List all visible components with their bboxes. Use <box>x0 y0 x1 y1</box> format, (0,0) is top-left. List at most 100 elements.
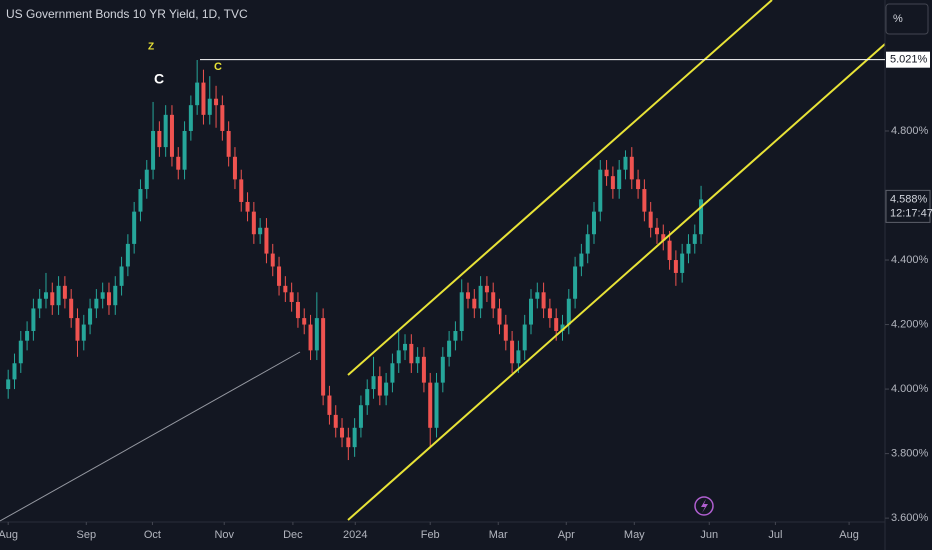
candle-body <box>6 379 11 390</box>
candle-body <box>176 156 181 170</box>
candle-body <box>94 298 99 309</box>
trend-line <box>0 351 301 522</box>
candle-body <box>220 105 225 131</box>
alert-icon-bolt[interactable] <box>701 499 708 513</box>
candle-body <box>31 308 36 332</box>
candle-body <box>396 350 401 364</box>
candle-body <box>182 130 187 170</box>
candle-body <box>56 285 61 306</box>
y-tick-label: 3.800% <box>891 448 929 460</box>
candle-body <box>239 179 244 202</box>
candle-body <box>453 331 458 341</box>
candle-body <box>585 234 590 254</box>
candle-body <box>516 350 521 364</box>
y-tick-label: 4.200% <box>891 318 929 330</box>
candle-body <box>264 227 269 254</box>
candle-body <box>566 298 571 325</box>
alert-icon-ring[interactable] <box>694 496 714 516</box>
candle-body <box>283 285 288 293</box>
candle-body <box>478 285 483 309</box>
x-tick-label: Sep <box>77 529 97 541</box>
x-tick-label: Apr <box>558 529 575 541</box>
candle-body <box>18 340 23 364</box>
countdown-label: 12:17:47 <box>890 207 932 219</box>
candle-body <box>629 156 634 180</box>
candle-body <box>636 179 641 190</box>
candle-body <box>106 292 111 306</box>
candle-body <box>195 82 200 106</box>
candle-body <box>610 176 615 190</box>
candle-body <box>226 130 231 157</box>
candle-body <box>258 227 263 235</box>
y-tick-label: 4.400% <box>891 254 929 266</box>
candle-body <box>302 318 307 325</box>
candle-body <box>692 234 697 244</box>
candle-body <box>270 253 275 267</box>
candle-body <box>365 389 370 406</box>
candle-body <box>321 318 326 396</box>
y-tick-label: 4.800% <box>891 125 929 137</box>
candle-body <box>459 292 464 332</box>
last-price-label: 4.588% <box>890 193 928 205</box>
candle-body <box>491 292 496 309</box>
candle-body <box>151 130 156 170</box>
alert-icon[interactable] <box>694 496 714 516</box>
candle-body <box>661 234 666 241</box>
candle-body <box>251 211 256 235</box>
candle-body <box>560 324 565 332</box>
x-tick-label: Nov <box>214 529 234 541</box>
candle-body <box>207 98 212 115</box>
candle-body <box>403 343 408 351</box>
chart-title: US Government Bonds 10 YR Yield, 1D, TVC <box>6 7 248 21</box>
candle-body <box>12 363 17 380</box>
candle-body <box>163 114 168 148</box>
candle-body <box>371 376 376 390</box>
x-tick-label: 2024 <box>343 529 367 541</box>
candle-body <box>62 285 67 299</box>
candle-body <box>169 114 174 157</box>
candle-body <box>384 382 389 396</box>
candle-body <box>547 308 552 319</box>
candle-body <box>642 189 647 212</box>
candle-body <box>125 243 130 267</box>
y-tick-label: 4.000% <box>891 383 929 395</box>
candle-body <box>434 382 439 428</box>
x-tick-label: Mar <box>489 529 508 541</box>
candle-body <box>277 266 282 286</box>
unit-button[interactable] <box>885 3 929 35</box>
x-tick-label: Oct <box>144 529 161 541</box>
candle-body <box>686 243 691 254</box>
candle-body <box>132 211 137 244</box>
wave-label: C <box>154 71 164 87</box>
candle-body <box>88 308 93 325</box>
candle-body <box>522 324 527 351</box>
candle-body <box>25 331 30 341</box>
candle-body <box>352 427 357 448</box>
channel-lower <box>347 43 886 521</box>
candle-body <box>340 427 345 438</box>
candle-body <box>428 382 433 428</box>
candle-body <box>390 363 395 383</box>
candle-body <box>598 169 603 212</box>
candle-body <box>484 285 489 293</box>
candle-body <box>472 298 477 309</box>
x-tick-label: Aug <box>0 529 18 541</box>
candle-body <box>358 405 363 428</box>
candle-body <box>214 98 219 106</box>
price-tag <box>886 51 930 68</box>
unit-button-label[interactable]: % <box>893 13 903 25</box>
candle-body <box>201 82 206 115</box>
candle-body <box>50 292 55 306</box>
channel-upper <box>347 0 773 376</box>
candle-body <box>497 308 502 325</box>
candle-body <box>529 298 533 325</box>
candle-body <box>232 156 237 180</box>
x-tick-label: Feb <box>421 529 440 541</box>
candle-body <box>579 253 584 267</box>
last-price-tag <box>885 189 931 223</box>
candle-body <box>421 356 426 383</box>
candle-body <box>245 201 250 212</box>
candle-body <box>503 324 508 341</box>
